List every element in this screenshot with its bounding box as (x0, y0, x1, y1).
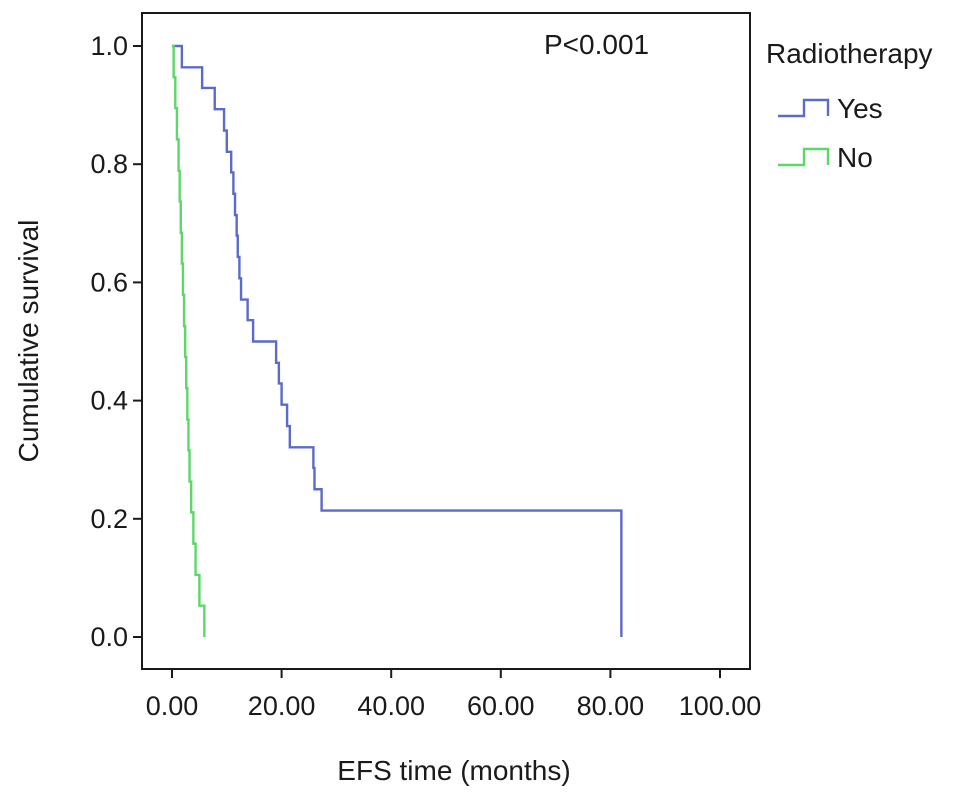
series-line-yes (172, 44, 623, 637)
series-layer (172, 44, 623, 637)
legend-items: Yes No (778, 93, 883, 173)
legend-swatch-no (778, 147, 830, 167)
x-axis-label: EFS time (months) (337, 755, 570, 786)
x-tick-label: 80.00 (577, 691, 645, 721)
legend-label-yes: Yes (837, 93, 883, 124)
x-tick-label: 40.00 (357, 691, 425, 721)
y-tick-label: 0.8 (90, 149, 128, 179)
legend-swatch-yes (778, 98, 830, 118)
y-tick-label: 0.2 (90, 504, 128, 534)
legend: Radiotherapy Yes No (766, 38, 933, 173)
x-axis: 0.00 20.00 40.00 60.00 80.00 100.00 (146, 669, 762, 721)
plot-frame (141, 12, 751, 670)
x-tick-label: 0.00 (146, 691, 199, 721)
p-value-annotation: P<0.001 (544, 29, 649, 60)
y-tick-label: 0.4 (90, 386, 128, 416)
series-line-no (172, 44, 206, 637)
x-tick-label: 100.00 (679, 691, 762, 721)
legend-title: Radiotherapy (766, 38, 933, 69)
y-tick-label: 1.0 (90, 31, 128, 61)
x-tick-label: 60.00 (467, 691, 535, 721)
y-axis-label: Cumulative survival (13, 220, 44, 463)
y-tick-label: 0.6 (90, 267, 128, 297)
x-tick-label: 20.00 (248, 691, 316, 721)
y-tick-label: 0.0 (90, 622, 128, 652)
y-axis: 0.0 0.2 0.4 0.6 0.8 1.0 (90, 31, 142, 652)
legend-label-no: No (837, 142, 873, 173)
